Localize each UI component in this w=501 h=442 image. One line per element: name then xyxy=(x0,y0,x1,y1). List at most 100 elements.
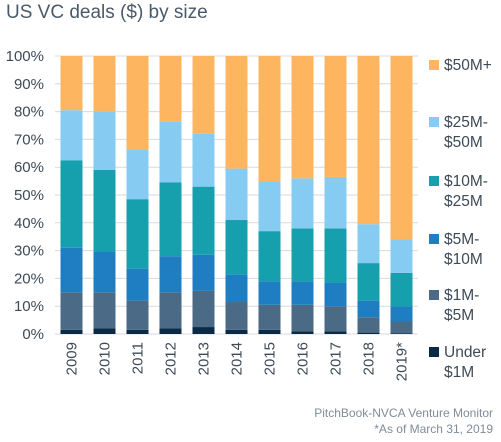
bar-segment xyxy=(291,304,314,332)
bar-segment xyxy=(324,282,347,307)
x-tick-label: 2016 xyxy=(295,342,312,375)
bar-segment xyxy=(258,56,281,182)
bar-segment xyxy=(390,239,413,273)
bar-segment xyxy=(225,302,248,330)
bar-segment xyxy=(60,292,83,330)
y-tick-label: 40% xyxy=(14,215,44,232)
bar-segment xyxy=(258,181,281,232)
bar-segment xyxy=(60,56,83,111)
bar-segment xyxy=(126,149,149,200)
legend-label: Under xyxy=(444,344,486,361)
legend-label-line2: $1M xyxy=(444,364,474,381)
x-tick-label: 2010 xyxy=(97,342,114,375)
bar-segment xyxy=(60,160,83,248)
bar-segment xyxy=(357,332,380,334)
bar-segment xyxy=(324,331,347,334)
legend-label-line2: $10M xyxy=(444,251,483,268)
bar-segment xyxy=(225,56,248,169)
bar-segment xyxy=(258,281,281,305)
footnote-line: *As of March 31, 2019 xyxy=(374,422,493,436)
x-tick-label: 2013 xyxy=(196,342,213,375)
bar-segment xyxy=(357,56,380,225)
bar-segment xyxy=(225,220,248,275)
bar-segment xyxy=(126,268,149,301)
legend-swatch xyxy=(429,117,439,127)
x-tick-label: 2014 xyxy=(229,342,246,375)
y-tick-label: 80% xyxy=(14,104,44,121)
x-tick-label: 2009 xyxy=(64,342,81,375)
legend-label-line2: $50M xyxy=(444,134,483,151)
legend-label: $10M- xyxy=(444,173,488,190)
y-tick-label: 30% xyxy=(14,243,44,260)
bar-segment xyxy=(324,176,347,229)
bar-segment xyxy=(324,56,347,177)
bar-segment xyxy=(258,304,281,330)
y-tick-label: 60% xyxy=(14,159,44,176)
x-tick-label: 2018 xyxy=(361,342,378,375)
bar-segment xyxy=(93,169,116,252)
legend-swatch xyxy=(429,234,439,244)
bar-segment xyxy=(258,329,281,334)
bar-segment xyxy=(324,306,347,332)
x-tick-label: 2017 xyxy=(328,342,345,375)
y-tick-label: 90% xyxy=(14,76,44,93)
legend-label: $1M- xyxy=(444,287,479,304)
bar-segment xyxy=(93,251,116,293)
y-tick-label: 0% xyxy=(22,326,44,343)
legend-label-line2: $25M xyxy=(444,193,483,210)
bar-segment xyxy=(93,328,116,334)
x-tick-label: 2012 xyxy=(163,342,180,375)
bar-segment xyxy=(291,228,314,282)
bar-segment xyxy=(159,292,182,329)
legend-label: $50M+ xyxy=(444,57,492,74)
bar-segment xyxy=(357,300,380,318)
bar-segment xyxy=(390,56,413,240)
bar-segment xyxy=(258,231,281,282)
x-tick-label: 2019* xyxy=(394,342,411,381)
y-tick-label: 70% xyxy=(14,131,44,148)
y-tick-label: 20% xyxy=(14,270,44,287)
bar-segment xyxy=(93,111,116,170)
bar-segment xyxy=(159,182,182,257)
bar-segment xyxy=(225,274,248,303)
y-tick-label: 100% xyxy=(6,48,44,65)
bar-segment xyxy=(93,292,116,329)
source-line: PitchBook-NVCA Venture Monitor xyxy=(314,406,493,420)
bar-segment xyxy=(126,300,149,330)
bar-segment xyxy=(60,329,83,334)
legend: $50M+ $25M- $50M $10M- $25M $5M- $10M $1M- $5M Un… xyxy=(429,57,492,381)
bar-segment xyxy=(291,178,314,229)
y-axis-ticks: 0% 10% 20% 30% 40% 50% 60% 70% 80% 90% 100% xyxy=(6,48,44,343)
legend-label: $25M- xyxy=(444,114,488,131)
bar-segment xyxy=(390,306,413,322)
bar-segment xyxy=(390,333,413,334)
bar-segment xyxy=(192,327,215,334)
bar-segment xyxy=(126,199,149,269)
bar-segment xyxy=(192,133,215,187)
bar-segment xyxy=(291,56,314,179)
bar-segment xyxy=(192,290,215,328)
bar-segment xyxy=(159,256,182,293)
x-tick-label: 2011 xyxy=(130,342,147,374)
bar-segment xyxy=(291,281,314,305)
legend-label-line2: $5M xyxy=(444,307,474,324)
bar-segment xyxy=(357,317,380,333)
legend-swatch xyxy=(429,347,439,357)
bar-segment xyxy=(291,331,314,334)
bar-segment xyxy=(225,329,248,334)
x-tick-label: 2015 xyxy=(262,342,279,375)
bar-segment xyxy=(324,228,347,283)
bar-segment xyxy=(126,329,149,334)
bars xyxy=(60,56,413,334)
bar-segment xyxy=(192,56,215,134)
source-note: PitchBook-NVCA Venture Monitor *As of Ma… xyxy=(314,405,493,437)
bar-segment xyxy=(126,56,149,150)
bar-segment xyxy=(159,121,182,183)
bar-segment xyxy=(390,321,413,334)
bar-segment xyxy=(159,328,182,334)
y-tick-label: 50% xyxy=(14,187,44,204)
bar-segment xyxy=(192,254,215,291)
legend-label: $5M- xyxy=(444,231,479,248)
bar-segment xyxy=(357,263,380,301)
